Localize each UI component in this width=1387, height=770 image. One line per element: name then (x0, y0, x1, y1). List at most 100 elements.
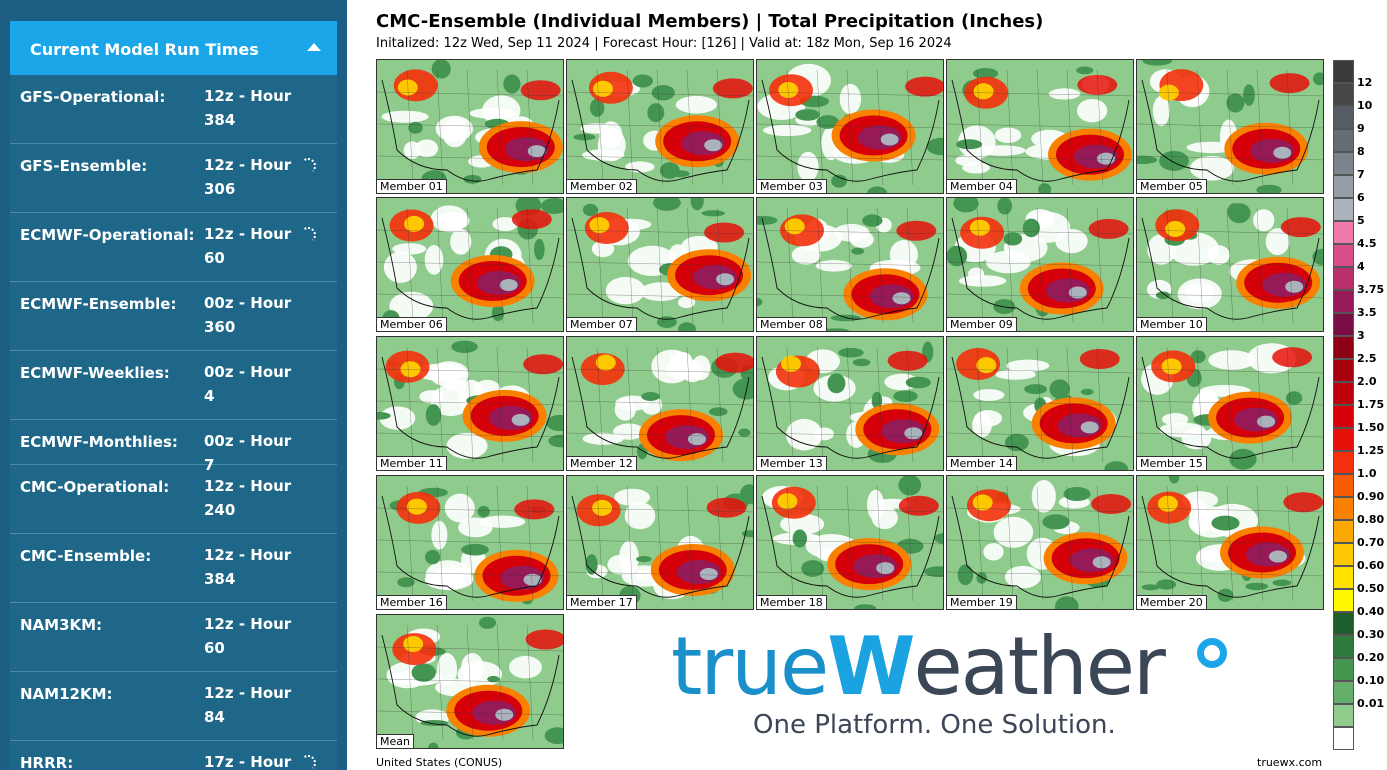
member-map-panel[interactable]: Member 15 (1136, 336, 1324, 471)
legend-swatch (1333, 727, 1354, 750)
legend-swatch (1333, 681, 1354, 704)
member-map-panel[interactable]: Member 10 (1136, 197, 1324, 332)
member-label: Member 20 (1137, 595, 1207, 609)
loading-spinner-icon (300, 158, 316, 174)
legend-label: 7 (1357, 168, 1365, 181)
member-map-panel[interactable]: Member 06 (376, 197, 564, 332)
model-run-time: 12z - Hour 384 (204, 546, 292, 588)
member-label: Member 18 (757, 595, 827, 609)
legend-swatch (1333, 589, 1354, 612)
member-map-panel[interactable]: Member 08 (756, 197, 944, 332)
legend-swatch (1333, 267, 1354, 290)
legend-swatch (1333, 451, 1354, 474)
legend-label: 4.5 (1357, 237, 1377, 250)
member-map-panel[interactable]: Member 03 (756, 59, 944, 194)
member-label: Member 15 (1137, 456, 1207, 470)
legend-label: 0.40 (1357, 605, 1385, 618)
loading-spinner-icon (300, 227, 316, 243)
loading-spinner-icon (300, 755, 316, 770)
model-name: ECMWF-Ensemble: (20, 295, 177, 313)
member-map-panel[interactable]: Member 16 (376, 475, 564, 610)
legend-swatch (1333, 336, 1354, 359)
legend-swatch (1333, 612, 1354, 635)
legend-swatch (1333, 198, 1354, 221)
model-name: HRRR: (20, 754, 74, 770)
legend-swatch (1333, 359, 1354, 382)
member-map-panel[interactable]: Member 17 (566, 475, 754, 610)
region-label: United States (CONUS) (376, 756, 503, 769)
collapse-caret-icon[interactable] (307, 43, 321, 51)
member-map-panel[interactable]: Member 04 (946, 59, 1134, 194)
member-label: Member 06 (377, 317, 447, 331)
member-map-panel[interactable]: Member 12 (566, 336, 754, 471)
model-run-time: 12z - Hour 384 (204, 87, 292, 129)
legend-label: 0.60 (1357, 559, 1385, 572)
member-map-panel[interactable]: Member 02 (566, 59, 754, 194)
model-row: CMC-Ensemble: 12z - Hour 384 (10, 534, 337, 603)
legend-swatch (1333, 405, 1354, 428)
legend-label: 0.01 (1357, 697, 1385, 710)
legend-label: 8 (1357, 145, 1365, 158)
legend-swatch (1333, 313, 1354, 336)
member-label: Member 14 (947, 456, 1017, 470)
legend-label: 3 (1357, 329, 1365, 342)
member-map-panel[interactable]: Member 20 (1136, 475, 1324, 610)
model-row: ECMWF-Weeklies: 00z - Hour 4 (10, 351, 337, 420)
member-map-panel[interactable]: Member 19 (946, 475, 1134, 610)
legend-label: 6 (1357, 191, 1365, 204)
member-label: Member 16 (377, 595, 447, 609)
model-name: ECMWF-Weeklies: (20, 364, 170, 382)
legend-label: 0.30 (1357, 628, 1385, 641)
legend-swatch (1333, 543, 1354, 566)
member-map-panel[interactable]: Member 01 (376, 59, 564, 194)
legend-label: 1.25 (1357, 444, 1385, 457)
member-map-panel[interactable]: Member 09 (946, 197, 1134, 332)
member-map-panel[interactable]: Member 18 (756, 475, 944, 610)
model-row: NAM3KM: 12z - Hour 60 (10, 603, 337, 672)
model-name: GFS-Operational: (20, 88, 166, 106)
legend-swatch (1333, 221, 1354, 244)
member-map-panel[interactable]: Member 11 (376, 336, 564, 471)
model-name: CMC-Ensemble: (20, 547, 152, 565)
member-map-panel[interactable]: Member 07 (566, 197, 754, 332)
member-label: Member 07 (567, 317, 637, 331)
member-label: Member 02 (567, 179, 637, 193)
member-label: Member 12 (567, 456, 637, 470)
legend-swatch (1333, 83, 1354, 106)
model-row: HRRR: 17z - Hour 3 (10, 741, 337, 770)
model-run-time: 17z - Hour 3 (204, 753, 292, 770)
member-label: Member 13 (757, 456, 827, 470)
legend-label: 3.75 (1357, 283, 1385, 296)
logo-tagline: One Platform. One Solution. (753, 710, 1116, 740)
member-map-panel[interactable]: Member 13 (756, 336, 944, 471)
model-run-times-header[interactable]: Current Model Run Times (10, 21, 337, 75)
legend-label: 0.10 (1357, 674, 1385, 687)
legend-label: 0.70 (1357, 536, 1385, 549)
legend-swatch (1333, 290, 1354, 313)
legend-swatch (1333, 106, 1354, 129)
legend-label: 5 (1357, 214, 1365, 227)
legend-label: 9 (1357, 122, 1365, 135)
legend-label: 0.20 (1357, 651, 1385, 664)
page-title: CMC-Ensemble (Individual Members) | Tota… (376, 11, 1044, 32)
legend-label: 1.50 (1357, 421, 1385, 434)
model-run-time: 00z - Hour 360 (204, 294, 292, 336)
member-label: Member 17 (567, 595, 637, 609)
member-label: Member 10 (1137, 317, 1207, 331)
member-label: Member 01 (377, 179, 447, 193)
member-map-panel[interactable]: Member 14 (946, 336, 1134, 471)
legend-swatch (1333, 428, 1354, 451)
member-label: Member 04 (947, 179, 1017, 193)
model-run-time: 00z - Hour 7 (204, 432, 292, 474)
member-label: Member 05 (1137, 179, 1207, 193)
legend-swatch (1333, 497, 1354, 520)
legend-swatch (1333, 704, 1354, 727)
model-row: ECMWF-Operational: 12z - Hour 60 (10, 213, 337, 282)
model-run-time: 12z - Hour 84 (204, 684, 292, 726)
member-map-panel[interactable]: Member 05 (1136, 59, 1324, 194)
credit-label: truewx.com (1257, 756, 1323, 769)
model-name: CMC-Operational: (20, 478, 170, 496)
member-map-panel[interactable]: Mean (376, 614, 564, 749)
logo-ring-icon (1197, 638, 1227, 668)
